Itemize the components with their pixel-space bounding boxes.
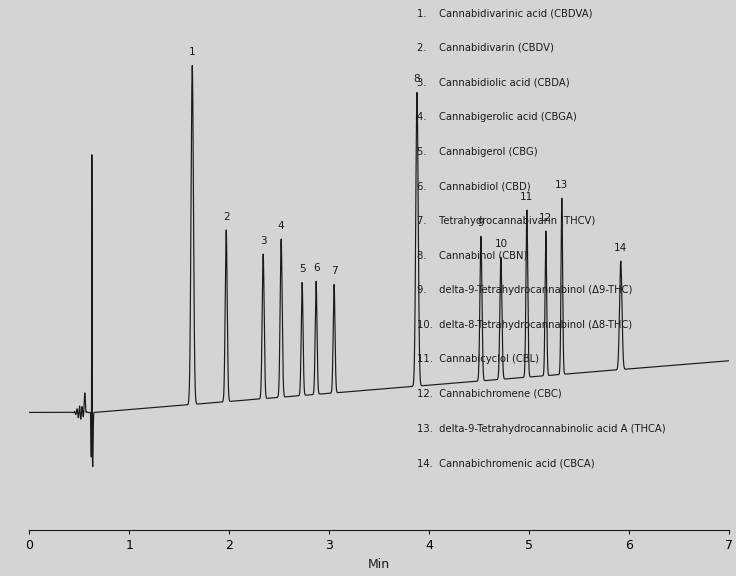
Text: 11.  Cannabicyclol (CBL): 11. Cannabicyclol (CBL) (417, 354, 539, 365)
Text: 10: 10 (495, 239, 507, 249)
Text: 4.    Cannabigerolic acid (CBGA): 4. Cannabigerolic acid (CBGA) (417, 112, 577, 122)
Text: 6.    Cannabidiol (CBD): 6. Cannabidiol (CBD) (417, 181, 531, 191)
Text: 2: 2 (223, 212, 230, 222)
Text: 3: 3 (260, 236, 266, 246)
Text: 11: 11 (520, 192, 534, 202)
Text: 13.  delta-9-Tetrahydrocannabinolic acid A (THCA): 13. delta-9-Tetrahydrocannabinolic acid … (417, 423, 666, 434)
Text: 14.  Cannabichromenic acid (CBCA): 14. Cannabichromenic acid (CBCA) (417, 458, 595, 468)
Text: 5.    Cannabigerol (CBG): 5. Cannabigerol (CBG) (417, 147, 538, 157)
Text: 2.    Cannabidivarin (CBDV): 2. Cannabidivarin (CBDV) (417, 43, 554, 53)
Text: 5: 5 (299, 264, 305, 274)
Text: 7.    Tetrahydrocannabivarin (THCV): 7. Tetrahydrocannabivarin (THCV) (417, 216, 595, 226)
X-axis label: Min: Min (368, 558, 390, 570)
Text: 14: 14 (614, 243, 627, 253)
Text: 1.    Cannabidivarinic acid (CBDVA): 1. Cannabidivarinic acid (CBDVA) (417, 9, 593, 18)
Text: 6: 6 (313, 263, 319, 273)
Text: 10.  delta-8-Tetrahydrocannabinol (Δ8-THC): 10. delta-8-Tetrahydrocannabinol (Δ8-THC… (417, 320, 633, 329)
Text: 1: 1 (189, 47, 196, 58)
Text: 8.    Cannabinol (CBN): 8. Cannabinol (CBN) (417, 251, 528, 260)
Text: 9.    delta-9-Tetrahydrocannabinol (Δ9-THC): 9. delta-9-Tetrahydrocannabinol (Δ9-THC) (417, 285, 633, 295)
Text: 3.    Cannabidiolic acid (CBDA): 3. Cannabidiolic acid (CBDA) (417, 78, 570, 88)
Text: 9: 9 (478, 218, 484, 228)
Text: 7: 7 (330, 266, 337, 276)
Text: 12.  Cannabichromene (CBC): 12. Cannabichromene (CBC) (417, 389, 562, 399)
Text: 8: 8 (414, 74, 420, 84)
Text: 13: 13 (555, 180, 568, 190)
Text: 4: 4 (277, 221, 285, 231)
Text: 12: 12 (539, 213, 553, 223)
